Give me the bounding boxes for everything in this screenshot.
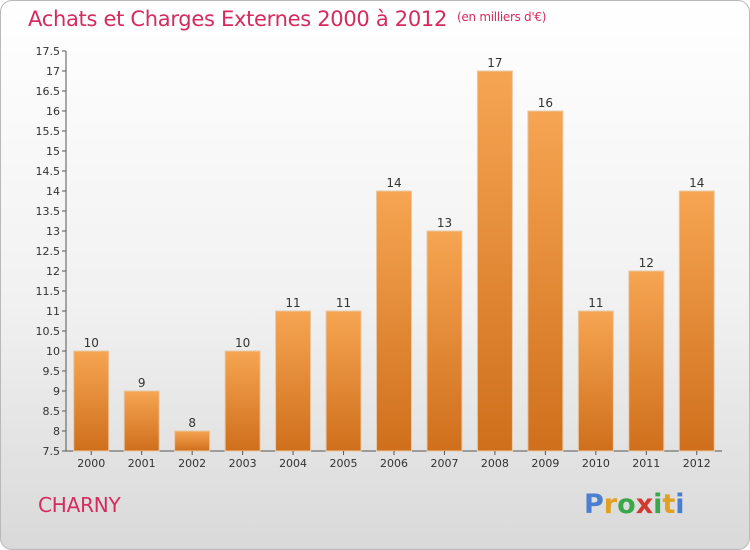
bar-value-label: 11 [336,296,351,310]
bar [73,350,110,452]
y-tick-label: 12.5 [36,245,61,258]
bar [476,70,513,452]
bar-value-label: 10 [235,336,250,350]
x-tick-label: 2006 [380,457,408,470]
x-tick-label: 2001 [128,457,156,470]
y-tick-label: 11.5 [36,285,61,298]
y-tick-label: 15.5 [36,125,61,138]
y-tick-label: 14 [46,185,60,198]
chart-title: Achats et Charges Externes 2000 à 2012 (e… [28,7,546,31]
bar-value-label: 13 [437,216,452,230]
x-tick-label: 2009 [531,457,559,470]
y-tick-label: 7.5 [43,445,61,458]
bar-value-label: 10 [84,336,99,350]
x-tick-label: 2002 [178,457,206,470]
x-tick-label: 2008 [481,457,509,470]
x-tick-label: 2012 [683,457,711,470]
chart-title-text: Achats et Charges Externes 2000 à 2012 [28,7,448,31]
bar [628,270,665,452]
y-tick-label: 8.5 [43,405,61,418]
y-tick-label: 17 [46,65,60,78]
logo-letter: t [662,489,676,520]
x-tick-label: 2004 [279,457,307,470]
bar [426,230,463,452]
x-tick-label: 2003 [229,457,257,470]
bar [527,110,564,452]
logo-letter: x [635,489,654,520]
x-tick-label: 2010 [582,457,610,470]
x-tick-label: 2005 [330,457,358,470]
x-tick-label: 2007 [430,457,458,470]
y-tick-label: 10 [46,345,60,358]
y-tick-label: 10.5 [36,325,61,338]
bar-value-label: 14 [689,176,704,190]
y-tick-label: 16 [46,105,60,118]
bar-value-label: 11 [285,296,300,310]
bar-value-label: 11 [588,296,603,310]
proxiti-logo[interactable]: Proxiti [584,489,685,520]
bar-value-label: 16 [538,96,553,110]
bar [325,310,362,452]
x-tick-label: 2011 [632,457,660,470]
y-tick-label: 15 [46,145,60,158]
x-tick-label: 2000 [77,457,105,470]
y-tick-label: 9 [53,385,60,398]
y-tick-label: 9.5 [43,365,61,378]
town-name: CHARNY [38,493,121,517]
y-tick-label: 8 [53,425,60,438]
logo-letter: i [653,489,663,520]
logo-letter: o [617,489,636,520]
chart-unit: (en milliers d'€) [457,10,547,24]
bar [174,430,211,452]
logo-letter: P [584,489,604,520]
bar [678,190,715,452]
bar [275,310,312,452]
bar-value-label: 8 [188,416,196,430]
bar-value-label: 17 [487,56,502,70]
bar [123,390,160,452]
y-tick-label: 17.5 [36,45,61,58]
y-tick-label: 13 [46,225,60,238]
y-tick-label: 13.5 [36,205,61,218]
bar-value-label: 14 [386,176,401,190]
logo-letter: r [603,489,618,520]
bar [224,350,261,452]
bar-value-label: 9 [138,376,146,390]
y-tick-label: 12 [46,265,60,278]
y-tick-label: 14.5 [36,165,61,178]
bar-value-label: 12 [639,256,654,270]
bar [577,310,614,452]
logo-letter: i [675,489,685,520]
y-tick-label: 16.5 [36,85,61,98]
bar [376,190,412,452]
y-tick-label: 11 [46,305,60,318]
